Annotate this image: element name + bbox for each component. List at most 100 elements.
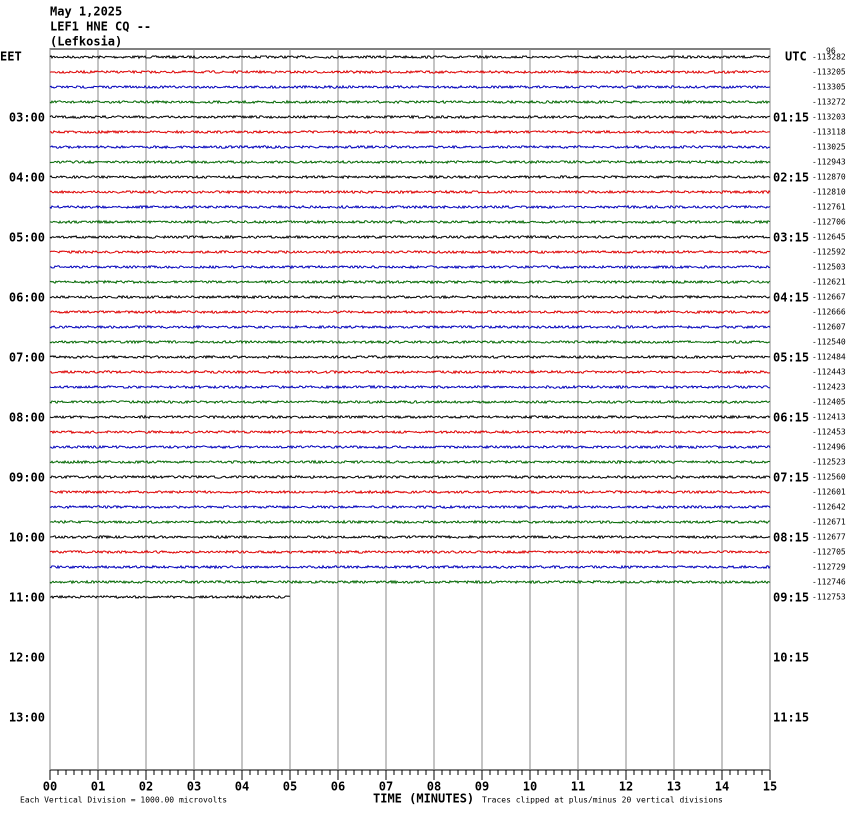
offset-label: -113282 bbox=[812, 53, 846, 62]
trace bbox=[49, 249, 771, 255]
scale-note: Each Vertical Division = 1000.00 microvo… bbox=[20, 796, 227, 805]
offset-label: -112496 bbox=[812, 443, 846, 452]
trace bbox=[49, 354, 771, 360]
x-tick-label: 06 bbox=[331, 780, 345, 794]
offset-label: -112423 bbox=[812, 383, 846, 392]
x-tick-label: 03 bbox=[187, 780, 201, 794]
trace bbox=[49, 384, 771, 390]
trace bbox=[49, 264, 771, 270]
x-tick-label: 07 bbox=[379, 780, 393, 794]
offset-label: -113305 bbox=[812, 83, 846, 92]
trace bbox=[49, 459, 771, 465]
trace bbox=[49, 219, 771, 225]
x-tick-label: 09 bbox=[475, 780, 489, 794]
offset-label: -112413 bbox=[812, 413, 846, 422]
offset-label: -112671 bbox=[812, 518, 846, 527]
left-label: 13:00 bbox=[9, 711, 45, 725]
offset-label: -112601 bbox=[812, 488, 846, 497]
offset-label: -112560 bbox=[812, 473, 846, 482]
offset-label: -112746 bbox=[812, 578, 846, 587]
trace bbox=[49, 294, 771, 300]
right-label: 08:15 bbox=[773, 531, 809, 545]
left-label: 04:00 bbox=[9, 171, 45, 185]
right-label: 02:15 bbox=[773, 171, 809, 185]
clip-note: Traces clipped at plus/minus 20 vertical… bbox=[482, 796, 723, 805]
left-title: EET bbox=[0, 50, 22, 64]
right-label: 07:15 bbox=[773, 471, 809, 485]
right-label: 11:15 bbox=[773, 711, 809, 725]
trace bbox=[49, 594, 291, 600]
trace bbox=[49, 309, 771, 315]
offset-label: -112607 bbox=[812, 323, 846, 332]
offset-label: -112870 bbox=[812, 173, 846, 182]
x-tick-label: 01 bbox=[91, 780, 105, 794]
left-label: 05:00 bbox=[9, 231, 45, 245]
right-title: UTC bbox=[785, 50, 807, 64]
offset-label: -112642 bbox=[812, 503, 846, 512]
left-label: 07:00 bbox=[9, 351, 45, 365]
offset-label: -112645 bbox=[812, 233, 846, 242]
trace bbox=[50, 519, 771, 525]
offset-label: -112666 bbox=[812, 308, 846, 317]
trace bbox=[49, 84, 771, 90]
left-label: 11:00 bbox=[9, 591, 45, 605]
left-label: 06:00 bbox=[9, 291, 45, 305]
offset-label: -112484 bbox=[812, 353, 846, 362]
trace bbox=[49, 234, 771, 240]
x-tick-label: 08 bbox=[427, 780, 441, 794]
offset-label: -113203 bbox=[812, 113, 846, 122]
x-tick-label: 00 bbox=[43, 780, 57, 794]
trace bbox=[49, 369, 771, 375]
trace bbox=[49, 279, 771, 285]
x-tick-label: 15 bbox=[763, 780, 777, 794]
trace bbox=[49, 174, 771, 180]
offset-label: -112453 bbox=[812, 428, 846, 437]
trace bbox=[49, 474, 771, 480]
trace bbox=[49, 549, 770, 555]
trace bbox=[49, 129, 770, 135]
offset-label: -112503 bbox=[812, 263, 846, 272]
offset-label: -113025 bbox=[812, 143, 846, 152]
trace bbox=[49, 204, 771, 210]
date: May 1,2025 bbox=[50, 5, 122, 19]
offset-label: -113272 bbox=[812, 98, 846, 107]
right-label: 04:15 bbox=[773, 291, 809, 305]
trace bbox=[49, 69, 771, 75]
offset-label: -112753 bbox=[812, 593, 846, 602]
station: LEF1 HNE CQ -- bbox=[50, 20, 151, 34]
x-tick-label: 10 bbox=[523, 780, 537, 794]
offset-label: -112677 bbox=[812, 533, 846, 542]
trace bbox=[49, 579, 771, 585]
x-title: TIME (MINUTES) bbox=[373, 792, 474, 806]
x-tick-label: 02 bbox=[139, 780, 153, 794]
x-tick-label: 12 bbox=[619, 780, 633, 794]
left-label: 09:00 bbox=[9, 471, 45, 485]
offset-label: -112706 bbox=[812, 218, 846, 227]
offset-label: -112729 bbox=[812, 563, 846, 572]
x-tick-label: 14 bbox=[715, 780, 729, 794]
offset-label: -112621 bbox=[812, 278, 846, 287]
trace bbox=[49, 564, 771, 570]
trace bbox=[49, 414, 771, 420]
offset-label: -112443 bbox=[812, 368, 846, 377]
offset-label: -112667 bbox=[812, 293, 846, 302]
offset-label: -112761 bbox=[812, 203, 846, 212]
left-label: 08:00 bbox=[9, 411, 45, 425]
trace bbox=[49, 99, 770, 105]
right-label: 01:15 bbox=[773, 111, 809, 125]
right-label: 03:15 bbox=[773, 231, 809, 245]
offset-label: -112523 bbox=[812, 458, 846, 467]
trace bbox=[49, 189, 771, 195]
offset-label: -112540 bbox=[812, 338, 846, 347]
trace bbox=[49, 144, 771, 150]
right-label: 06:15 bbox=[773, 411, 809, 425]
trace bbox=[49, 399, 771, 405]
trace bbox=[49, 504, 771, 510]
left-label: 10:00 bbox=[9, 531, 45, 545]
trace bbox=[49, 339, 771, 345]
trace bbox=[49, 444, 771, 450]
offset-label: -113205 bbox=[812, 68, 846, 77]
offset-label: -113118 bbox=[812, 128, 846, 137]
x-tick-label: 13 bbox=[667, 780, 681, 794]
trace bbox=[49, 429, 771, 435]
